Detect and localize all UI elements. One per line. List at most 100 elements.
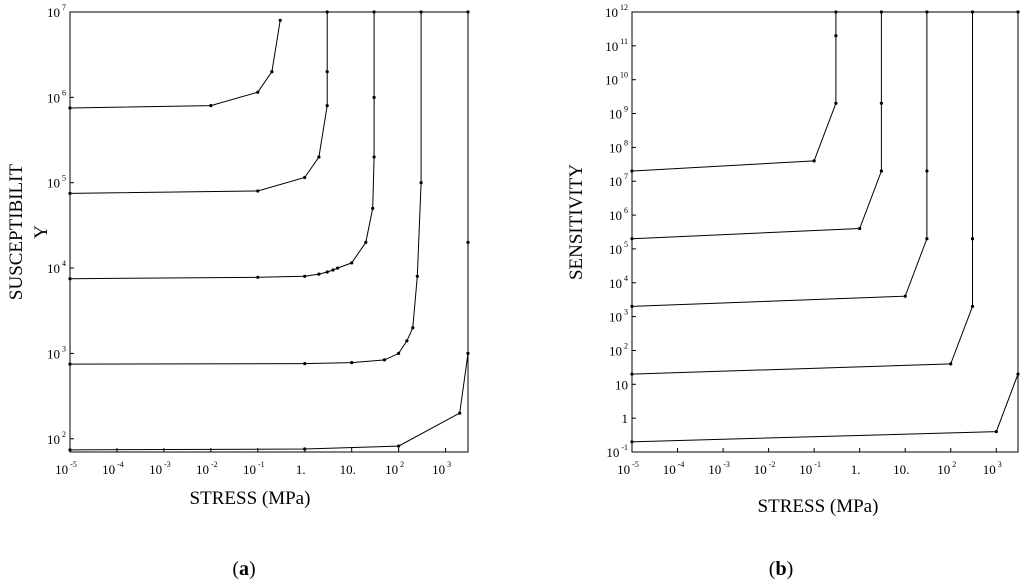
y-tick-base: 10 (47, 261, 60, 276)
y-tick-base: 10 (609, 343, 622, 358)
chart-b-series-2-point (879, 169, 884, 173)
y-tick-exponent: 8 (624, 138, 628, 147)
chart-a-series (68, 10, 470, 452)
chart-b-series-1-point (834, 34, 838, 38)
chart-a-x-tick-label: 10 -1 (243, 460, 265, 477)
chart-a-series-1-point (68, 106, 72, 110)
chart-b-x-tick-label: 1. (851, 462, 861, 477)
y-tick-base: 10 (605, 73, 618, 88)
x-tick-base: 10 (102, 462, 115, 477)
chart-b-panel-letter: b (775, 558, 786, 580)
chart-a-frame (69, 11, 469, 453)
x-tick-base: 10 (663, 462, 676, 477)
chart-b-x-tick-label: 10 -5 (617, 460, 639, 477)
x-tick-exponent: -1 (814, 460, 821, 469)
chart-a-series-5-point (303, 447, 307, 451)
chart-b-y-tick-label: 10 11 (605, 37, 628, 54)
chart-b-series-3-point (903, 294, 907, 298)
y-tick-base: 10 (47, 5, 60, 20)
chart-a-series-2-point (317, 155, 321, 159)
chart-b-x-tick-label: 10 -4 (663, 460, 685, 477)
chart-b-y-tick-label: 10 7 (609, 172, 628, 189)
x-tick-base: 1. (296, 462, 306, 477)
chart-a-y-tick-label: 10 4 (47, 259, 66, 276)
y-tick-exponent: 3 (62, 344, 66, 353)
chart-a-series-1-point (278, 18, 282, 22)
chart-b-y-tick-label: 10 9 (609, 105, 628, 122)
chart-b-x-axis-label: STRESS (MPa) (758, 496, 879, 517)
x-tick-exponent: 2 (952, 460, 956, 469)
y-tick-exponent: 4 (624, 274, 628, 283)
x-tick-exponent: -2 (769, 460, 776, 469)
y-tick-base: 10 (47, 176, 60, 191)
chart-a-series-5-point (466, 351, 470, 355)
x-tick-base: 10 (432, 462, 445, 477)
chart-a-series-2-point (325, 70, 329, 74)
chart-a-series-4-point (415, 274, 419, 278)
chart-b-series-4-point (630, 372, 634, 376)
chart-a-series-3-point (256, 275, 260, 279)
y-tick-exponent: 5 (624, 240, 628, 249)
chart-b-series-1-point (812, 159, 816, 163)
chart-a-x-tick-label: 10 2 (385, 460, 404, 477)
chart-a-series-4-point (419, 10, 423, 14)
chart-b-series-3-line (631, 12, 928, 307)
chart-a-series-3-point (372, 10, 376, 14)
x-tick-exponent: 2 (400, 460, 404, 469)
y-tick-base: 10 (609, 242, 622, 257)
chart-b-series-2-point (858, 226, 862, 231)
x-tick-base: 10 (196, 462, 209, 477)
chart-a-y-tick-label: 10 5 (47, 174, 66, 191)
x-tick-base: 10 (385, 462, 398, 477)
chart-b-y-tick-label: 10 2 (609, 341, 628, 358)
chart-b-y-tick-label: 10 4 (609, 274, 628, 291)
x-tick-exponent: -5 (632, 460, 639, 469)
chart-a-series-3-point (317, 272, 321, 276)
chart-b-series (630, 10, 1020, 444)
chart-a-series-1-point (256, 90, 260, 94)
chart-b-x-tick-label: 10. (893, 462, 909, 477)
x-tick-base: 10 (55, 462, 68, 477)
chart-b-y-tick-label: 10 (615, 377, 628, 392)
chart-b-series-4-point (970, 304, 975, 308)
chart-a-x-axis-label: STRESS (MPa) (190, 488, 311, 509)
chart-b-series-2-line (631, 12, 882, 240)
chart-b-series-5-point (1016, 372, 1020, 376)
chart-b-x-tick-label: 10 3 (983, 460, 1002, 477)
chart-a-series-5-point (458, 411, 462, 415)
y-tick-exponent: 7 (624, 172, 628, 181)
chart-b-series-3-point (925, 10, 929, 14)
y-tick-exponent: 10 (620, 71, 628, 80)
chart-a-series-4-point (419, 181, 423, 185)
chart-a-series-2-point (325, 10, 329, 14)
chart-b-series-5-line (631, 12, 1019, 443)
chart-b-series-4-point (949, 362, 953, 366)
y-tick-base: 10 (605, 5, 618, 20)
chart-a-series-1-point (209, 104, 213, 108)
y-tick-exponent: 9 (624, 105, 628, 114)
chart-b-series-4-point (970, 237, 975, 241)
y-tick-exponent: 2 (624, 341, 628, 350)
chart-a-panel-letter: a (239, 558, 249, 580)
y-tick-base: 10 (47, 90, 60, 105)
chart-a-series-3-point (325, 270, 329, 274)
y-tick-exponent: 5 (62, 174, 66, 183)
chart-a-x-tick-label: 1. (296, 462, 306, 477)
y-tick-base: 10 (47, 432, 60, 447)
x-tick-exponent: -1 (258, 460, 265, 469)
chart-b-x-tick-label: 10 -1 (799, 460, 821, 477)
chart-a-series-2-point (303, 175, 307, 180)
x-tick-exponent: -4 (117, 460, 124, 469)
y-tick-base: 10 (609, 174, 622, 189)
chart-a-y-axis-label-line1: SUSCEPTIBILIT (6, 164, 27, 301)
chart-b-x-tick-label: 10 -3 (708, 460, 730, 477)
chart-a-series-4-point (397, 351, 401, 355)
chart-a-series-4-point (303, 362, 307, 366)
chart-b-y-tick-label: 10 5 (609, 240, 628, 257)
x-tick-exponent: -3 (164, 460, 171, 469)
chart-b-series-1-point (834, 101, 838, 105)
chart-a-series-3-line (69, 12, 375, 280)
